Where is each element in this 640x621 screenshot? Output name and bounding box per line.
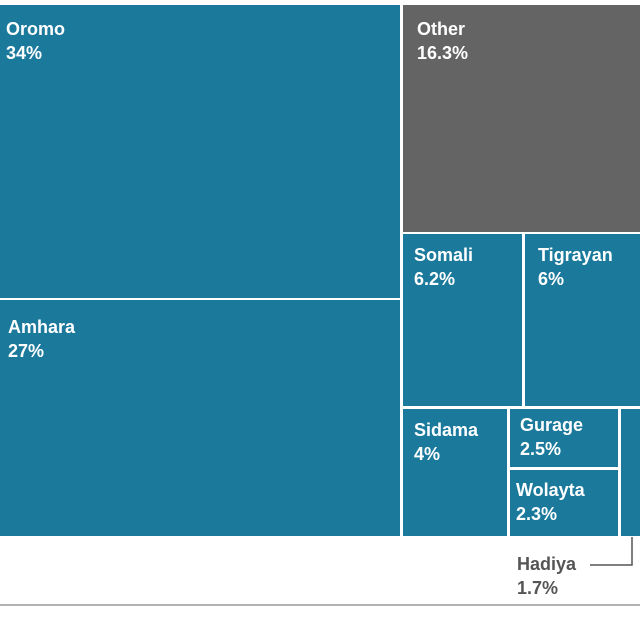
tile-value: 2.3% xyxy=(516,504,557,524)
tile-value: 27% xyxy=(8,341,44,361)
tile xyxy=(403,5,640,232)
tile xyxy=(0,300,400,536)
tile-value: 6.2% xyxy=(414,269,455,289)
callout-line xyxy=(590,537,633,566)
tile-value: 1.7% xyxy=(517,578,558,598)
tile xyxy=(510,409,618,467)
tile-label: Wolayta xyxy=(516,480,586,500)
tile-value: 34% xyxy=(6,43,42,63)
tile-label: Somali xyxy=(414,245,473,265)
tile-label: Gurage xyxy=(520,415,583,435)
tile-value: 16.3% xyxy=(417,43,468,63)
tile-value: 6% xyxy=(538,269,564,289)
tile xyxy=(525,234,640,406)
tile-label: Amhara xyxy=(8,317,76,337)
tile xyxy=(510,470,618,536)
tile xyxy=(621,409,640,536)
tile-label: Tigrayan xyxy=(538,245,613,265)
tile-label: Hadiya xyxy=(517,554,577,574)
tile xyxy=(0,5,400,298)
tile xyxy=(403,234,522,406)
tile-label: Sidama xyxy=(414,420,479,440)
tile-label: Oromo xyxy=(6,19,65,39)
tile-value: 2.5% xyxy=(520,439,561,459)
tile-value: 4% xyxy=(414,444,440,464)
tile xyxy=(403,409,507,536)
tile-label: Other xyxy=(417,19,465,39)
